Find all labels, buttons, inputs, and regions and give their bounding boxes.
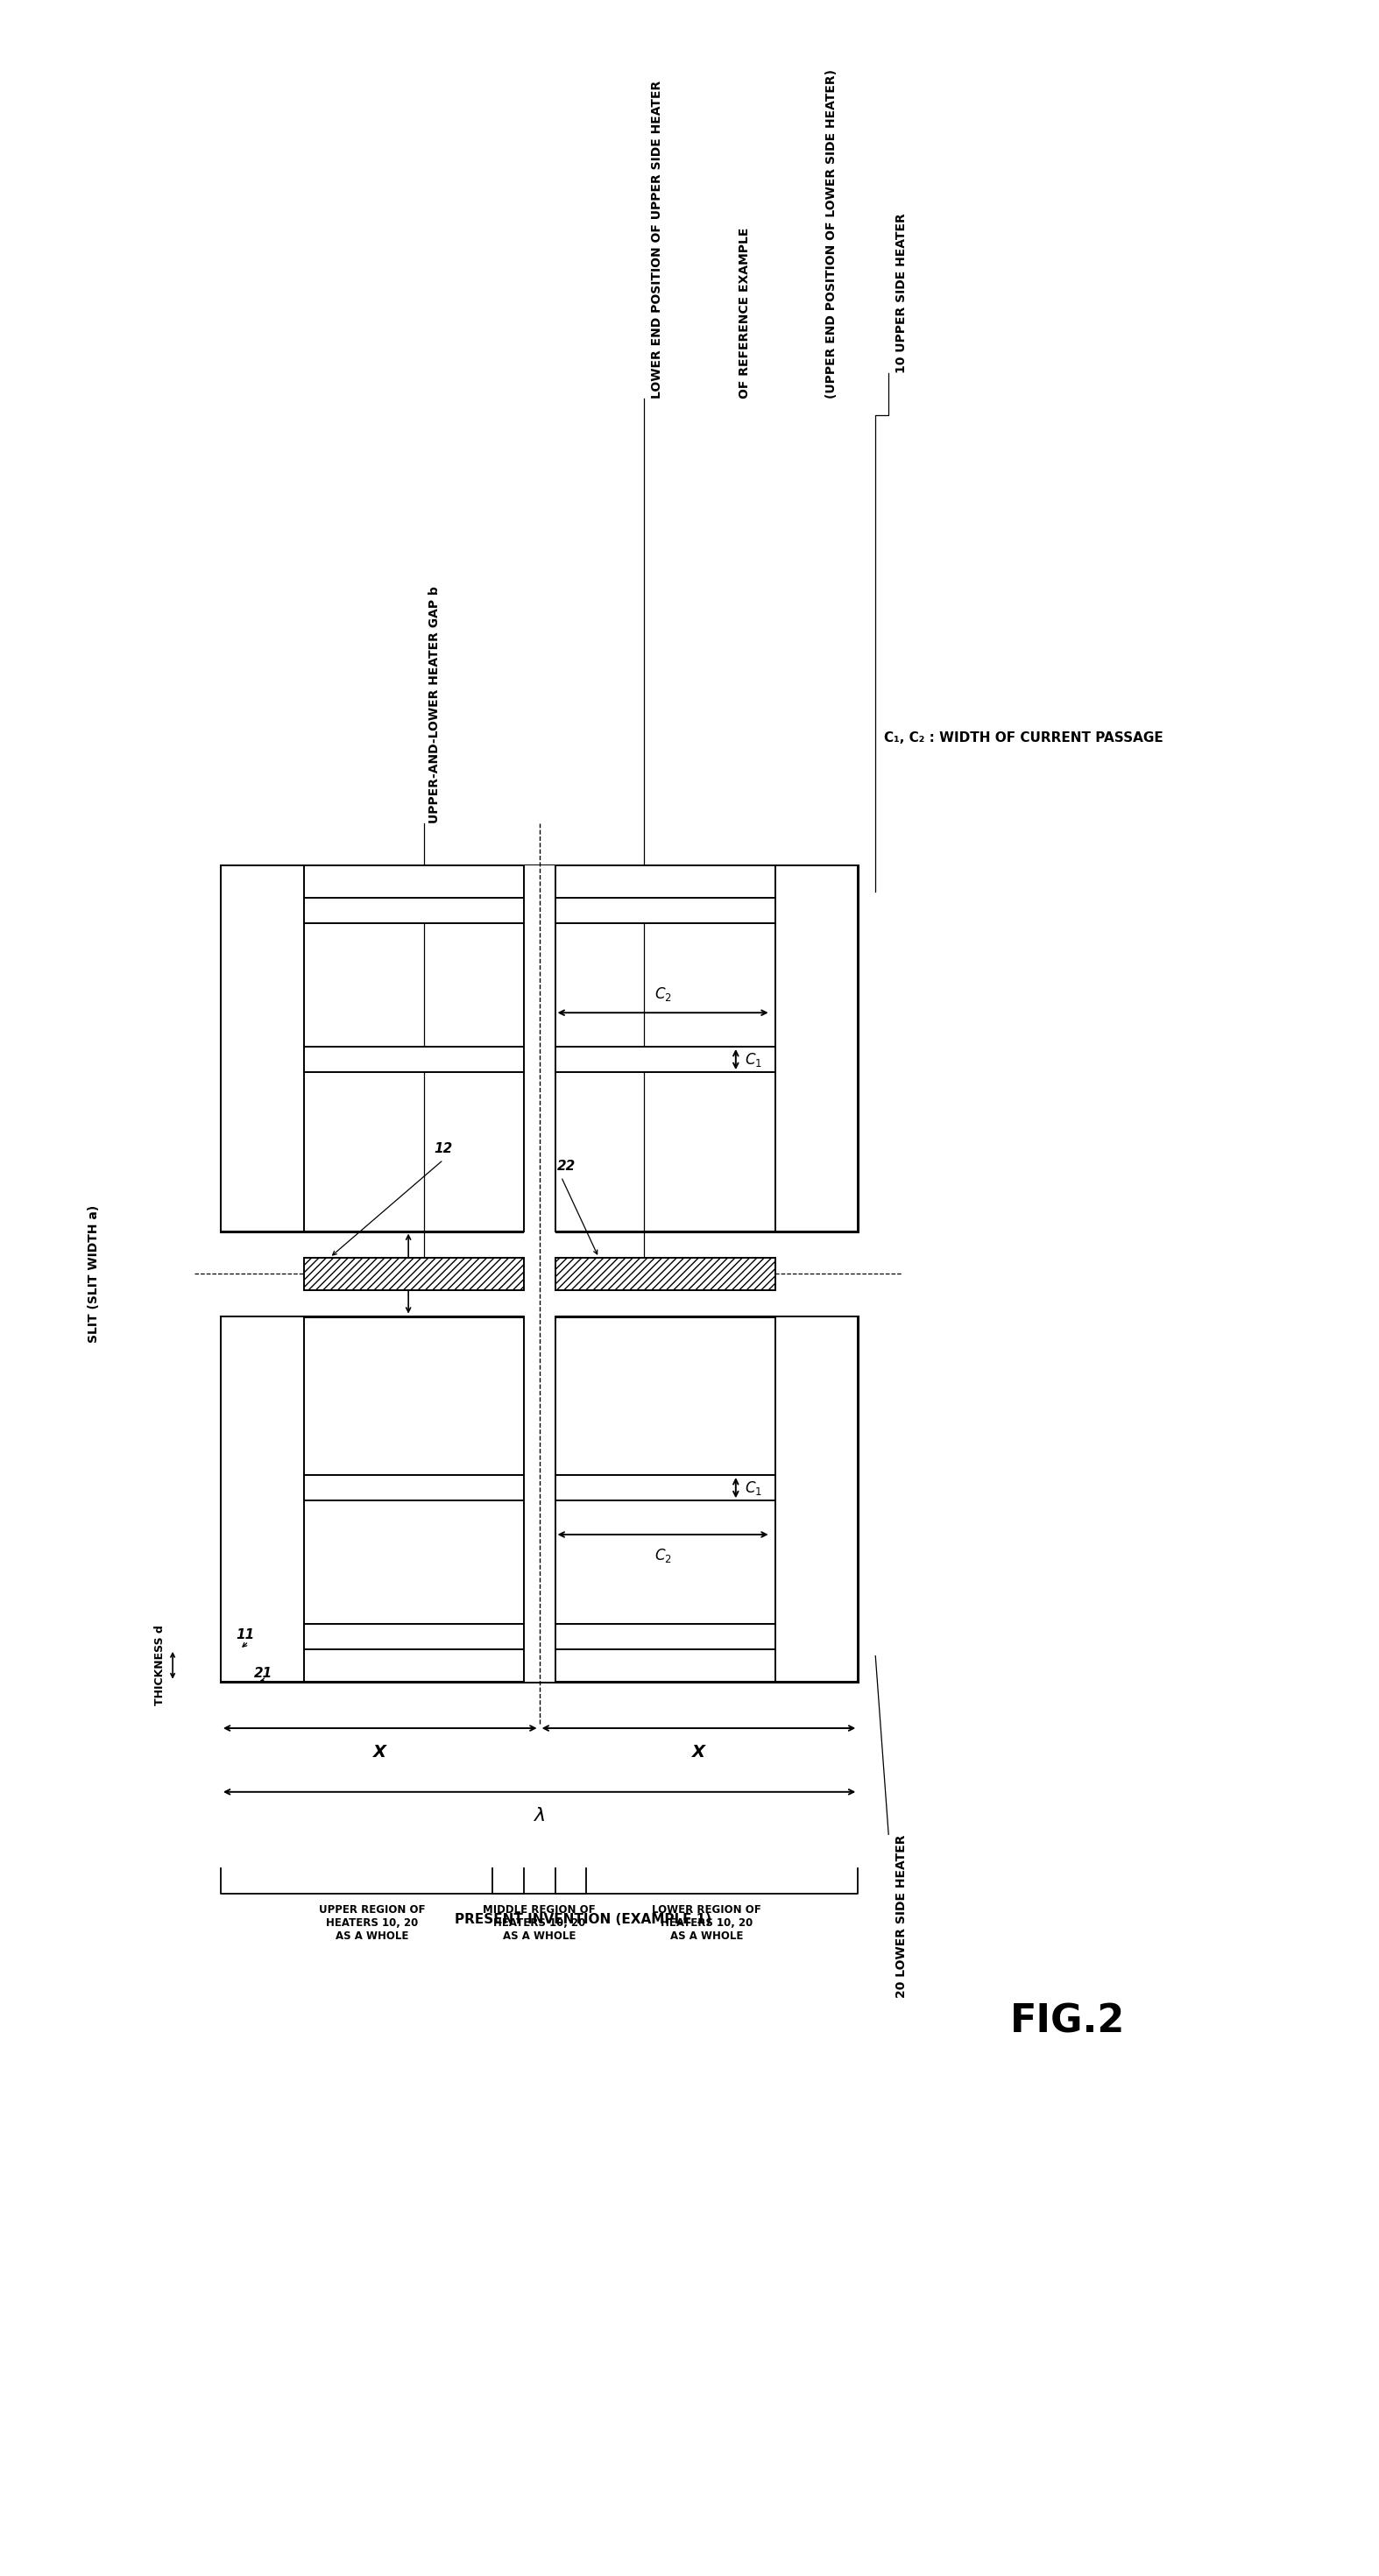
Text: X: X	[374, 1744, 386, 1759]
Bar	[556, 1257, 775, 1291]
Text: 22: 22	[557, 1159, 575, 1172]
Text: $C_2$: $C_2$	[654, 984, 672, 1002]
Text: UPPER REGION OF
HEATERS 10, 20
AS A WHOLE: UPPER REGION OF HEATERS 10, 20 AS A WHOL…	[319, 1904, 425, 1942]
Text: OF REFERENCE EXAMPLE: OF REFERENCE EXAMPLE	[738, 227, 750, 399]
Text: SLIT (SLIT WIDTH a): SLIT (SLIT WIDTH a)	[88, 1206, 101, 1342]
Bar	[303, 1046, 775, 1072]
Text: (UPPER END POSITION OF LOWER SIDE HEATER): (UPPER END POSITION OF LOWER SIDE HEATER…	[826, 70, 838, 399]
Bar	[303, 1623, 775, 1649]
Text: UPPER-AND-LOWER HEATER GAP b: UPPER-AND-LOWER HEATER GAP b	[429, 587, 441, 824]
Bar	[221, 866, 858, 899]
Text: 21: 21	[254, 1667, 273, 1680]
Text: X: X	[692, 1744, 705, 1759]
Text: FIG.2: FIG.2	[1009, 2002, 1125, 2040]
Text: C₁, C₂ : WIDTH OF CURRENT PASSAGE: C₁, C₂ : WIDTH OF CURRENT PASSAGE	[884, 732, 1164, 744]
Text: $\lambda$: $\lambda$	[534, 1808, 546, 1824]
Bar	[221, 1649, 858, 1682]
Text: 12: 12	[434, 1141, 452, 1157]
Bar	[775, 866, 858, 1231]
Bar	[221, 1316, 858, 1682]
Bar	[303, 899, 775, 925]
Text: LOWER REGION OF
HEATERS 10, 20
AS A WHOLE: LOWER REGION OF HEATERS 10, 20 AS A WHOL…	[652, 1904, 761, 1942]
Text: $C_1$: $C_1$	[745, 1051, 763, 1069]
Bar	[524, 866, 556, 1682]
Text: 20 LOWER SIDE HEATER: 20 LOWER SIDE HEATER	[895, 1834, 907, 1999]
Text: 11: 11	[236, 1628, 255, 1641]
Bar	[221, 866, 303, 1231]
Bar	[303, 1476, 775, 1502]
Text: $C_2$: $C_2$	[654, 1546, 672, 1564]
Bar	[303, 1257, 524, 1291]
Bar	[775, 1316, 858, 1682]
Text: MIDDLE REGION OF
HEATERS 10, 20
AS A WHOLE: MIDDLE REGION OF HEATERS 10, 20 AS A WHO…	[483, 1904, 596, 1942]
Text: THICKNESS d: THICKNESS d	[154, 1625, 165, 1705]
Bar	[221, 1316, 303, 1682]
Text: $C_1$: $C_1$	[745, 1479, 763, 1497]
Text: PRESENT INVENTION (EXAMPLE 1): PRESENT INVENTION (EXAMPLE 1)	[455, 1914, 712, 1927]
Text: 10 UPPER SIDE HEATER: 10 UPPER SIDE HEATER	[895, 214, 907, 374]
Bar	[221, 866, 858, 1231]
Text: LOWER END POSITION OF UPPER SIDE HEATER: LOWER END POSITION OF UPPER SIDE HEATER	[651, 80, 663, 399]
